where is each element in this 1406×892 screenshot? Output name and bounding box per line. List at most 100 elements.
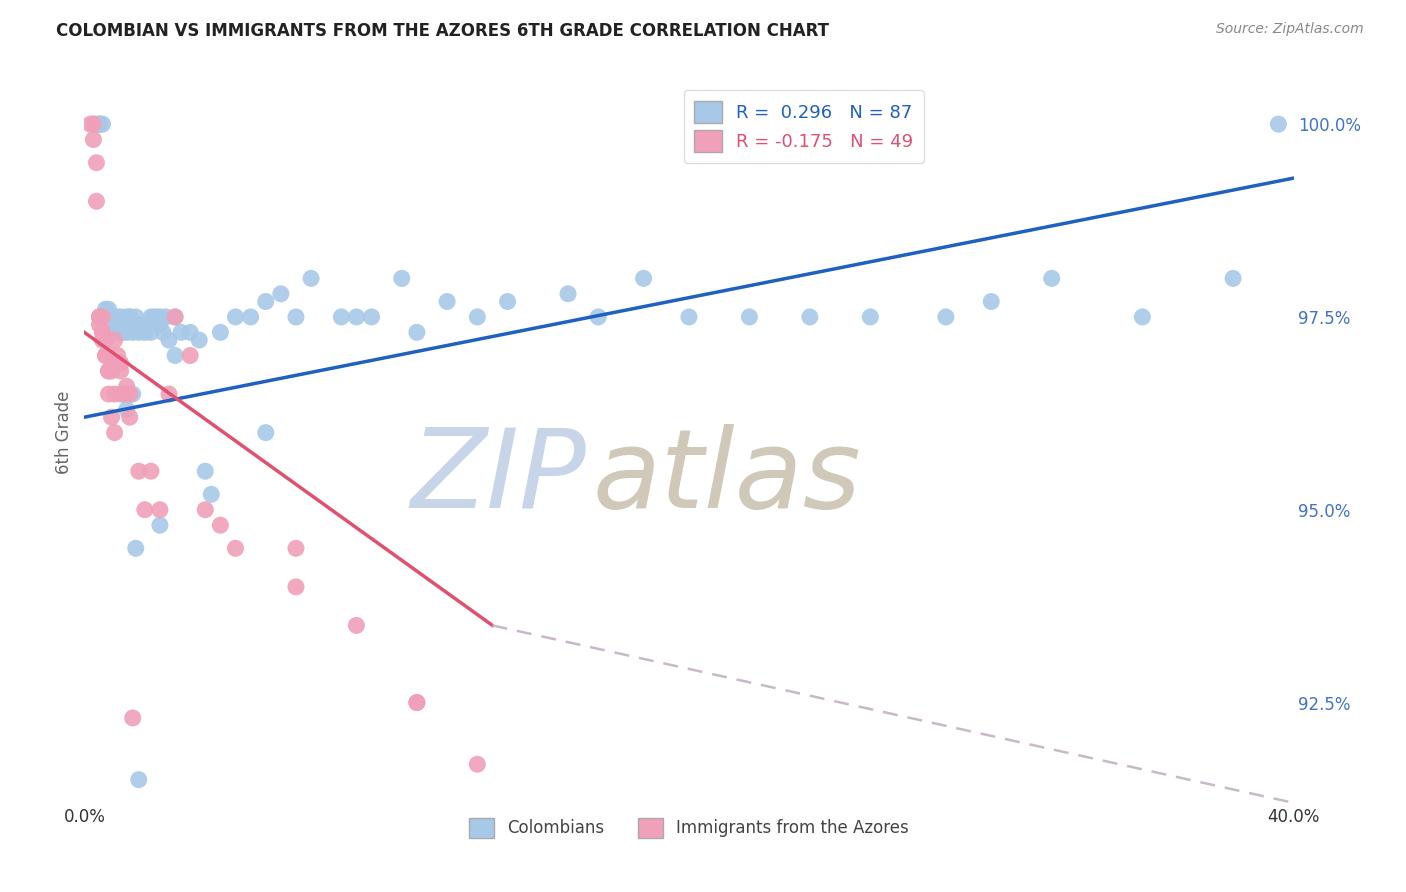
Point xyxy=(157,333,180,347)
Point xyxy=(406,696,429,710)
Point xyxy=(285,580,308,594)
Point xyxy=(125,541,148,556)
Point xyxy=(121,318,143,332)
Point xyxy=(110,310,132,324)
Point xyxy=(79,117,101,131)
Point xyxy=(97,364,120,378)
Point xyxy=(128,772,150,787)
Point xyxy=(97,349,120,363)
Text: COLOMBIAN VS IMMIGRANTS FROM THE AZORES 6TH GRADE CORRELATION CHART: COLOMBIAN VS IMMIGRANTS FROM THE AZORES … xyxy=(56,22,830,40)
Point xyxy=(115,326,138,340)
Point xyxy=(165,349,187,363)
Text: ZIP: ZIP xyxy=(411,424,586,531)
Point xyxy=(115,402,138,417)
Point xyxy=(91,117,114,131)
Point xyxy=(330,310,353,324)
Y-axis label: 6th Grade: 6th Grade xyxy=(55,391,73,475)
Point xyxy=(209,518,232,533)
Point xyxy=(89,117,111,131)
Point xyxy=(115,310,138,324)
Point xyxy=(118,410,141,425)
Point xyxy=(142,310,165,324)
Point xyxy=(104,310,127,324)
Point xyxy=(346,310,368,324)
Point xyxy=(112,387,135,401)
Point xyxy=(86,155,108,169)
Point xyxy=(980,294,1002,309)
Point xyxy=(110,364,132,378)
Point xyxy=(1132,310,1154,324)
Point xyxy=(285,541,308,556)
Point xyxy=(738,310,761,324)
Point xyxy=(91,310,114,324)
Point xyxy=(107,310,129,324)
Point xyxy=(346,618,368,632)
Point xyxy=(179,349,201,363)
Point xyxy=(1267,117,1289,131)
Point xyxy=(82,117,104,131)
Point xyxy=(91,326,114,340)
Point xyxy=(107,318,129,332)
Point xyxy=(104,318,127,332)
Legend: Colombians, Immigrants from the Azores: Colombians, Immigrants from the Azores xyxy=(461,809,917,847)
Point xyxy=(128,326,150,340)
Point xyxy=(225,310,247,324)
Point xyxy=(104,333,127,347)
Point xyxy=(149,518,172,533)
Point xyxy=(799,310,821,324)
Point xyxy=(112,318,135,332)
Point xyxy=(209,326,232,340)
Point xyxy=(110,356,132,370)
Point xyxy=(254,425,277,440)
Point xyxy=(406,326,429,340)
Point xyxy=(86,194,108,209)
Point xyxy=(285,310,308,324)
Point xyxy=(89,318,111,332)
Point xyxy=(91,326,114,340)
Point xyxy=(859,310,882,324)
Point xyxy=(118,310,141,324)
Point xyxy=(97,387,120,401)
Point xyxy=(121,387,143,401)
Point xyxy=(91,310,114,324)
Point xyxy=(436,294,458,309)
Point xyxy=(112,387,135,401)
Point xyxy=(97,302,120,317)
Point xyxy=(139,326,162,340)
Point xyxy=(633,271,655,285)
Point xyxy=(118,310,141,324)
Point xyxy=(91,333,114,347)
Point xyxy=(100,310,122,324)
Point xyxy=(89,310,111,324)
Point xyxy=(82,117,104,131)
Point xyxy=(588,310,610,324)
Point xyxy=(360,310,382,324)
Point xyxy=(188,333,211,347)
Point xyxy=(157,387,180,401)
Point xyxy=(146,310,169,324)
Point xyxy=(100,364,122,378)
Point xyxy=(89,117,111,131)
Point xyxy=(165,310,187,324)
Point xyxy=(149,502,172,516)
Point xyxy=(1222,271,1244,285)
Point xyxy=(115,379,138,393)
Point xyxy=(89,117,111,131)
Point xyxy=(149,318,172,332)
Point xyxy=(118,387,141,401)
Point xyxy=(128,464,150,478)
Point xyxy=(165,310,187,324)
Point xyxy=(86,117,108,131)
Point xyxy=(299,271,322,285)
Point xyxy=(152,326,174,340)
Point xyxy=(134,502,156,516)
Point xyxy=(94,349,117,363)
Point xyxy=(467,757,489,772)
Point xyxy=(678,310,700,324)
Point xyxy=(155,310,177,324)
Point xyxy=(270,286,292,301)
Point xyxy=(110,387,132,401)
Point xyxy=(200,487,222,501)
Point xyxy=(131,318,153,332)
Point xyxy=(467,310,489,324)
